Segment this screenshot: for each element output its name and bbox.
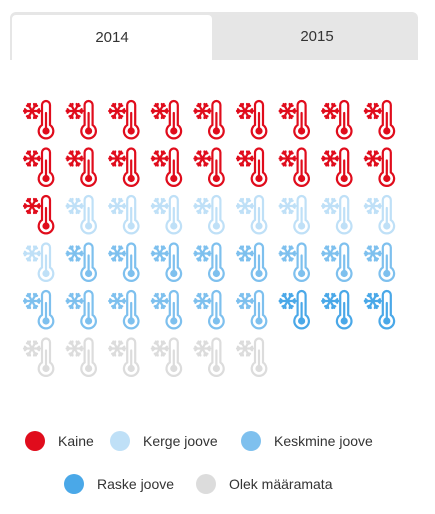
snowflake-thermometer-icon <box>22 147 55 187</box>
snowflake-thermometer-icon <box>108 242 140 282</box>
snowflake-thermometer-icon <box>108 147 140 187</box>
snowflake-thermometer-icon <box>150 99 183 140</box>
snowflake-thermometer-icon <box>150 147 183 187</box>
snowflake-thermometer-icon <box>193 147 225 187</box>
legend-label: Olek määramata <box>229 476 333 492</box>
snowflake-thermometer-icon <box>235 289 268 330</box>
snowflake-thermometer-icon <box>108 289 140 330</box>
snowflake-thermometer-icon <box>321 147 353 187</box>
snowflake-thermometer-icon <box>278 242 310 282</box>
year-tabs: 2014 2015 <box>10 12 418 60</box>
snowflake-thermometer-icon <box>65 337 97 377</box>
snowflake-thermometer-icon <box>22 337 55 377</box>
snowflake-thermometer-icon <box>363 99 396 140</box>
tab-2015[interactable]: 2015 <box>300 27 334 45</box>
legend-item-olek-maaramata: Olek määramata <box>196 474 332 494</box>
snowflake-thermometer-icon <box>193 337 225 377</box>
snowflake-thermometer-icon <box>321 99 353 140</box>
snowflake-thermometer-icon <box>193 194 225 235</box>
snowflake-thermometer-icon <box>278 289 310 330</box>
snowflake-thermometer-icon <box>65 99 97 140</box>
snowflake-thermometer-icon <box>65 289 97 330</box>
icon-grid <box>22 99 396 377</box>
snowflake-thermometer-icon <box>108 337 140 377</box>
snowflake-thermometer-icon <box>363 242 396 282</box>
tab-2014[interactable]: 2014 <box>12 15 212 60</box>
snowflake-thermometer-icon <box>22 99 55 140</box>
snowflake-thermometer-icon <box>150 194 183 235</box>
snowflake-thermometer-icon <box>108 194 140 235</box>
legend-item-raske-joove: Raske joove <box>64 474 174 494</box>
snowflake-thermometer-icon <box>235 99 268 140</box>
snowflake-thermometer-icon <box>22 289 55 330</box>
snowflake-thermometer-icon <box>363 289 396 330</box>
legend-item-keskmine-joove: Keskmine joove <box>241 431 373 451</box>
snowflake-thermometer-icon <box>363 194 396 235</box>
snowflake-thermometer-icon <box>65 242 97 282</box>
snowflake-thermometer-icon <box>321 289 353 330</box>
snowflake-thermometer-icon <box>150 242 183 282</box>
legend-dot-olek-maaramata <box>196 474 216 494</box>
snowflake-thermometer-icon <box>278 194 310 235</box>
snowflake-thermometer-icon <box>235 194 268 235</box>
legend-label: Raske joove <box>97 476 175 492</box>
legend-dot-kerge-joove <box>110 431 130 451</box>
snowflake-thermometer-icon <box>150 289 183 330</box>
snowflake-thermometer-icon <box>22 242 55 282</box>
snowflake-thermometer-icon <box>235 337 268 377</box>
snowflake-thermometer-icon <box>321 194 353 235</box>
snowflake-thermometer-icon <box>235 147 268 187</box>
snowflake-thermometer-icon <box>321 242 353 282</box>
snowflake-thermometer-icon <box>65 147 97 187</box>
legend-dot-raske-joove <box>64 474 84 494</box>
snowflake-thermometer-icon <box>235 242 268 282</box>
snowflake-thermometer-icon <box>363 147 396 187</box>
legend-dot-keskmine-joove <box>241 431 261 451</box>
snowflake-thermometer-icon <box>193 99 225 140</box>
snowflake-thermometer-icon <box>150 337 183 377</box>
snowflake-thermometer-icon <box>193 289 225 330</box>
snowflake-thermometer-icon <box>65 194 97 235</box>
snowflake-thermometer-icon <box>278 147 310 187</box>
snowflake-thermometer-icon <box>108 99 140 140</box>
legend-label: Kaine <box>58 433 94 449</box>
snowflake-thermometer-icon <box>22 194 55 235</box>
snowflake-thermometer-icon <box>278 99 310 140</box>
legend-label: Keskmine joove <box>274 433 373 449</box>
legend-label: Kerge joove <box>143 433 218 449</box>
legend-dot-kaine <box>25 431 45 451</box>
legend-item-kaine: Kaine <box>25 431 94 451</box>
legend-item-kerge-joove: Kerge joove <box>110 431 218 451</box>
snowflake-thermometer-icon <box>193 242 225 282</box>
